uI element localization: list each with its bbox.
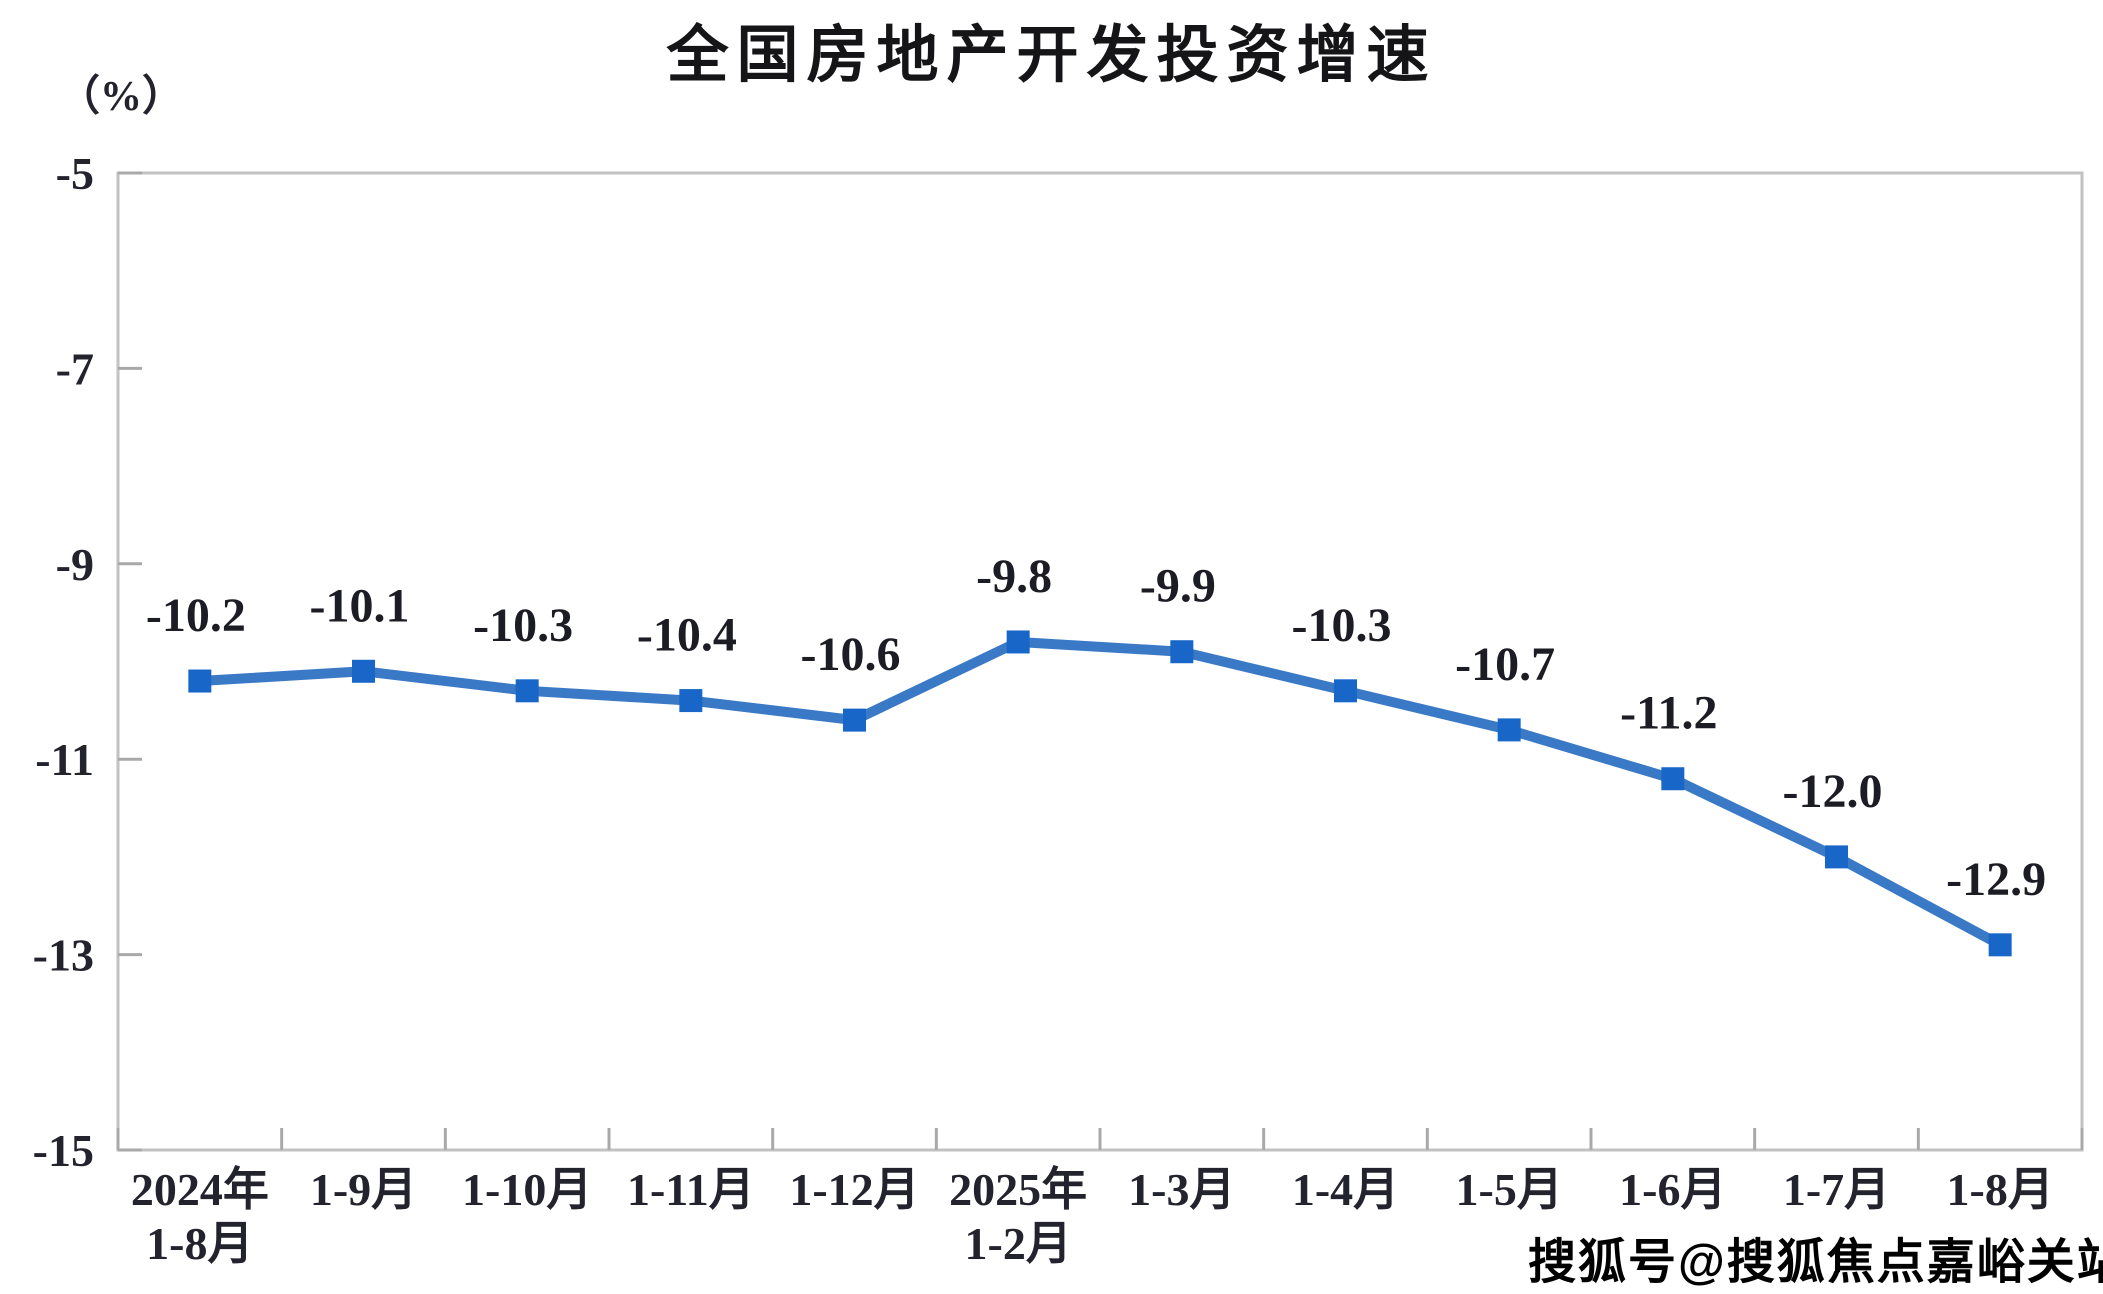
x-axis-label: 1-6月 bbox=[1619, 1164, 1726, 1215]
x-axis-label: 1-8月 bbox=[1947, 1164, 2054, 1215]
data-point-marker bbox=[1988, 933, 2012, 957]
y-axis-label: -7 bbox=[56, 343, 94, 394]
data-point-label: -10.4 bbox=[637, 609, 737, 662]
data-point-label: -10.2 bbox=[146, 589, 246, 642]
data-point-marker bbox=[188, 669, 212, 693]
plot-border bbox=[116, 171, 2084, 1152]
y-axis-label: -9 bbox=[56, 539, 94, 590]
x-axis-label: 1-3月 bbox=[1128, 1164, 1235, 1215]
data-point-marker bbox=[1825, 845, 1848, 869]
data-point-label: -10.1 bbox=[310, 579, 410, 632]
y-axis-unit-label: （%） bbox=[58, 74, 185, 120]
y-axis-label: -13 bbox=[33, 930, 94, 981]
data-point-marker bbox=[1661, 767, 1685, 791]
data-point-label: -9.9 bbox=[1140, 560, 1216, 613]
x-axis-label: 1-12月 bbox=[789, 1164, 919, 1215]
x-axis-label: 1-4月 bbox=[1292, 1164, 1399, 1215]
data-point-marker bbox=[1334, 679, 1357, 703]
data-point-marker bbox=[843, 708, 866, 732]
data-point-marker bbox=[352, 659, 375, 683]
x-axis-label: 2025年 bbox=[949, 1164, 1087, 1215]
chart-title: 全国房地产开发投资增速 bbox=[666, 21, 1437, 90]
data-point-label: -11.2 bbox=[1620, 687, 1717, 740]
data-point-marker bbox=[679, 689, 703, 713]
data-point-marker bbox=[1006, 630, 1030, 654]
watermark-text: 搜狐号@搜狐焦点嘉峪关站 bbox=[1528, 1236, 2103, 1289]
data-point-label: -10.3 bbox=[1292, 599, 1392, 652]
x-axis-label: 1-7月 bbox=[1783, 1164, 1890, 1215]
y-axis-label: -11 bbox=[35, 734, 94, 785]
data-point-label: -10.6 bbox=[801, 628, 901, 681]
series-line bbox=[194, 636, 2006, 950]
x-axis-label: 1-9月 bbox=[310, 1164, 417, 1215]
data-point-label: -10.3 bbox=[473, 599, 573, 652]
data-point-label: -10.7 bbox=[1455, 638, 1555, 691]
x-axis-label: 1-2月 bbox=[965, 1218, 1072, 1269]
x-axis-label: 2024年 bbox=[131, 1164, 269, 1215]
data-point-marker bbox=[515, 679, 539, 703]
x-axis-label: 1-5月 bbox=[1456, 1164, 1563, 1215]
x-axis-label: 1-8月 bbox=[146, 1218, 253, 1269]
data-point-marker bbox=[1170, 640, 1194, 664]
data-point-marker bbox=[1497, 718, 1521, 742]
data-point-label: -12.9 bbox=[1946, 853, 2046, 906]
data-point-label: -12.0 bbox=[1783, 765, 1883, 818]
x-axis-label: 1-11月 bbox=[627, 1164, 755, 1215]
y-axis-label: -5 bbox=[56, 148, 94, 199]
data-point-label: -9.8 bbox=[976, 550, 1052, 603]
x-axis-label: 1-10月 bbox=[462, 1164, 592, 1215]
y-axis-label: -15 bbox=[33, 1125, 94, 1176]
